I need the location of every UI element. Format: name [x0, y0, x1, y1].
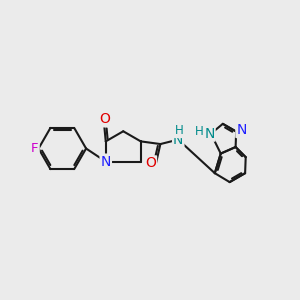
Text: H: H [195, 125, 204, 138]
Text: H: H [175, 124, 184, 137]
Text: F: F [31, 142, 39, 155]
Text: N: N [100, 154, 111, 169]
Text: N: N [173, 133, 183, 147]
Text: O: O [145, 156, 156, 170]
Text: N: N [236, 123, 247, 137]
Text: O: O [99, 112, 110, 126]
Text: N: N [204, 127, 214, 141]
